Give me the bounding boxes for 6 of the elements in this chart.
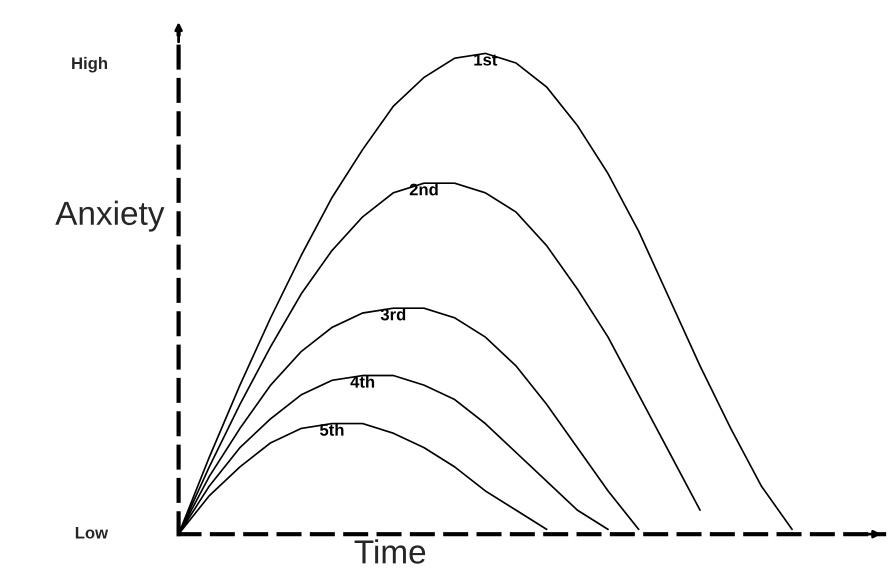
series-label: 2nd [410, 183, 438, 196]
text: High [72, 56, 108, 72]
text: Low [76, 527, 108, 539]
x-axis-title: Time [354, 539, 426, 564]
y-axis-title: Anxiety [55, 200, 164, 232]
series-label: 4th [350, 376, 374, 388]
